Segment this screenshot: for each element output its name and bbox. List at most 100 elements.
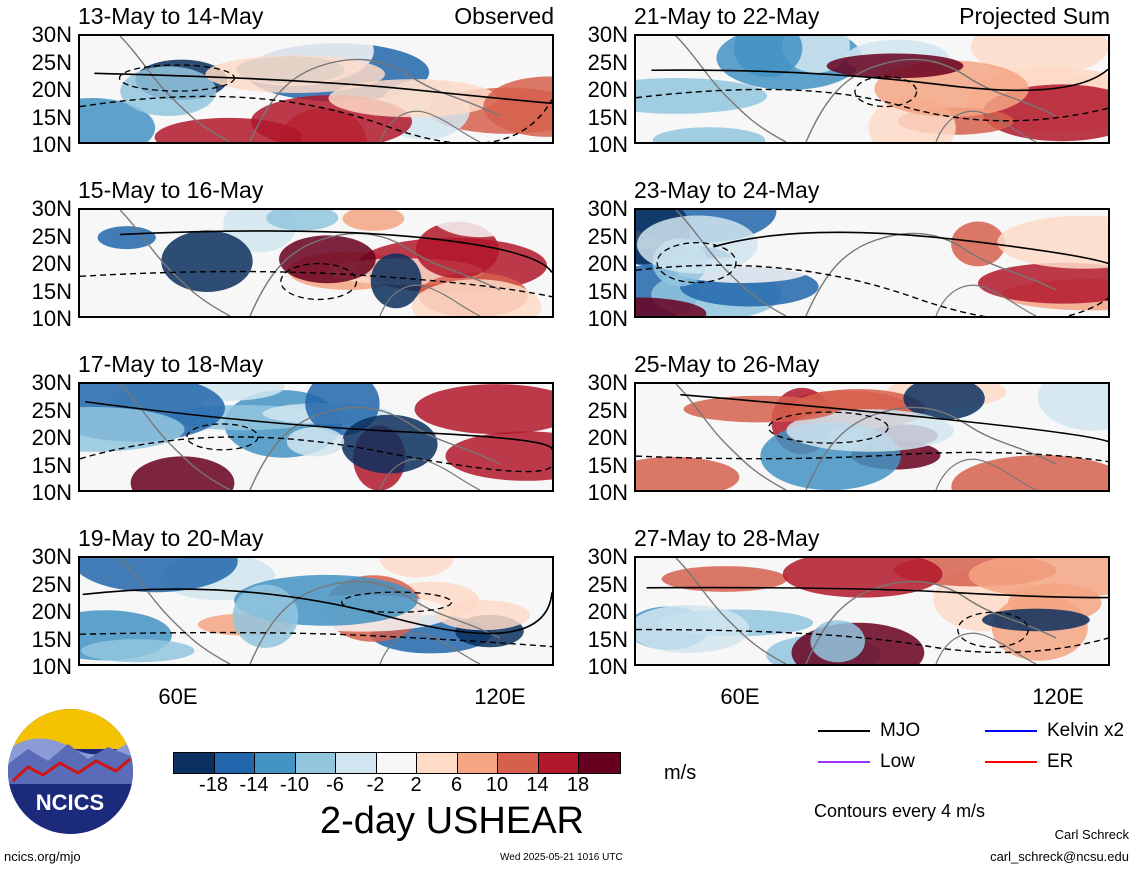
- author-email: carl_schreck@ncsu.edu: [990, 849, 1129, 864]
- lat-label: 30N: [587, 544, 628, 569]
- map-panel: [634, 208, 1110, 318]
- panel-title: 27-May to 28-May: [634, 525, 820, 551]
- panel-title: 23-May to 24-May: [634, 177, 820, 203]
- lat-label: 10N: [587, 654, 628, 679]
- author: Carl Schreck: [1054, 827, 1129, 842]
- ncics-logo: NCICS: [8, 709, 133, 834]
- colorbar-tick-label: 2: [410, 774, 422, 796]
- colorbar: [173, 752, 621, 774]
- panel-title: 19-May to 20-May: [78, 525, 264, 551]
- map-panel: [634, 382, 1110, 492]
- mjo-line-icon: [818, 730, 870, 732]
- figure-title: 2-day USHEAR: [320, 800, 584, 842]
- lat-label: 30N: [31, 370, 72, 395]
- colorbar-tick-label: -14: [239, 774, 269, 796]
- legend-kelvin-label: Kelvin x2: [1047, 720, 1125, 741]
- lat-label: 15N: [31, 626, 72, 652]
- lat-label: 15N: [31, 104, 72, 130]
- lat-label: 10N: [587, 306, 628, 331]
- lat-label: 30N: [31, 196, 72, 221]
- lat-label: 30N: [31, 22, 72, 47]
- lon-label: 120E: [474, 684, 526, 709]
- lat-label: 20N: [587, 251, 628, 276]
- colorbar-swatch: [457, 753, 498, 773]
- map-panel: [78, 382, 554, 492]
- legend-mjo: MJO: [818, 720, 920, 742]
- timestamp: Wed 2025-05-21 1016 UTC: [500, 852, 623, 863]
- legend-er: ER: [985, 751, 1073, 773]
- lon-label: 60E: [158, 684, 198, 709]
- colorbar-tick-label: -18: [199, 774, 228, 796]
- lat-label: 20N: [31, 425, 72, 450]
- lat-label: 25N: [31, 223, 72, 249]
- lat-label: 30N: [31, 544, 72, 569]
- lat-label: 10N: [31, 480, 72, 505]
- colorbar-swatch: [579, 753, 620, 773]
- lat-label: 10N: [587, 132, 628, 157]
- lat-label: 25N: [587, 571, 628, 597]
- lon-label: 120E: [1032, 684, 1084, 709]
- lat-label: 20N: [31, 599, 72, 624]
- kelvin-line-icon: [985, 730, 1037, 732]
- colorbar-swatch: [417, 753, 458, 773]
- map-panel: [634, 34, 1110, 144]
- legend-low-label: Low: [880, 751, 915, 772]
- lat-label: 15N: [31, 278, 72, 304]
- panel-title: 15-May to 16-May: [78, 177, 264, 203]
- lat-label: 25N: [31, 397, 72, 423]
- lat-label: 20N: [31, 251, 72, 276]
- panel-title: 21-May to 22-May: [634, 3, 820, 29]
- legend-er-label: ER: [1047, 751, 1074, 772]
- colorbar-tick-label: -10: [280, 774, 309, 796]
- lat-label: 10N: [31, 132, 72, 157]
- lat-label: 10N: [587, 480, 628, 505]
- lat-label: 25N: [587, 223, 628, 249]
- colorbar-swatch: [538, 753, 579, 773]
- lat-label: 15N: [31, 452, 72, 478]
- lat-label: 10N: [31, 654, 72, 679]
- colorbar-swatch: [295, 753, 336, 773]
- lat-label: 20N: [31, 77, 72, 102]
- er-line-icon: [985, 761, 1037, 763]
- contour-note: Contours every 4 m/s: [814, 801, 986, 821]
- lat-label: 20N: [587, 77, 628, 102]
- colorbar-tick-label: 18: [566, 774, 590, 796]
- low-line-icon: [818, 761, 870, 763]
- legend-mjo-label: MJO: [880, 720, 921, 741]
- colorbar-unit: m/s: [664, 762, 697, 784]
- panel-title: 17-May to 18-May: [78, 351, 264, 377]
- lat-label: 25N: [587, 397, 628, 423]
- colorbar-swatch: [255, 753, 296, 773]
- panel-label: Observed: [454, 3, 554, 29]
- colorbar-tick-label: -6: [326, 774, 344, 796]
- colorbar-swatch: [174, 753, 215, 773]
- lat-label: 15N: [587, 452, 628, 478]
- lat-label: 30N: [587, 370, 628, 395]
- lat-label: 30N: [587, 196, 628, 221]
- colorbar-swatch: [498, 753, 539, 773]
- lat-label: 25N: [31, 49, 72, 75]
- lat-label: 15N: [587, 626, 628, 652]
- svg-text:NCICS: NCICS: [36, 790, 104, 815]
- site-url: ncics.org/mjo: [4, 849, 81, 864]
- lat-label: 15N: [587, 104, 628, 130]
- panel-title: 13-May to 14-May: [78, 3, 264, 29]
- lat-label: 25N: [587, 49, 628, 75]
- lon-label: 60E: [720, 684, 760, 709]
- colorbar-tick-label: 14: [526, 774, 549, 796]
- lat-label: 25N: [31, 571, 72, 597]
- map-panel: [78, 34, 554, 144]
- colorbar-swatch: [376, 753, 417, 773]
- lat-label: 20N: [587, 599, 628, 624]
- colorbar-swatch: [336, 753, 377, 773]
- colorbar-swatch: [214, 753, 255, 773]
- lat-label: 10N: [31, 306, 72, 331]
- map-panel: [78, 556, 554, 666]
- lat-label: 20N: [587, 425, 628, 450]
- lat-label: 30N: [587, 22, 628, 47]
- map-panel: [634, 556, 1110, 666]
- colorbar-tick-label: 6: [450, 774, 463, 796]
- panel-title: 25-May to 26-May: [634, 351, 820, 377]
- panel-label: Projected Sum: [959, 3, 1110, 29]
- colorbar-tick-label: 10: [485, 774, 509, 796]
